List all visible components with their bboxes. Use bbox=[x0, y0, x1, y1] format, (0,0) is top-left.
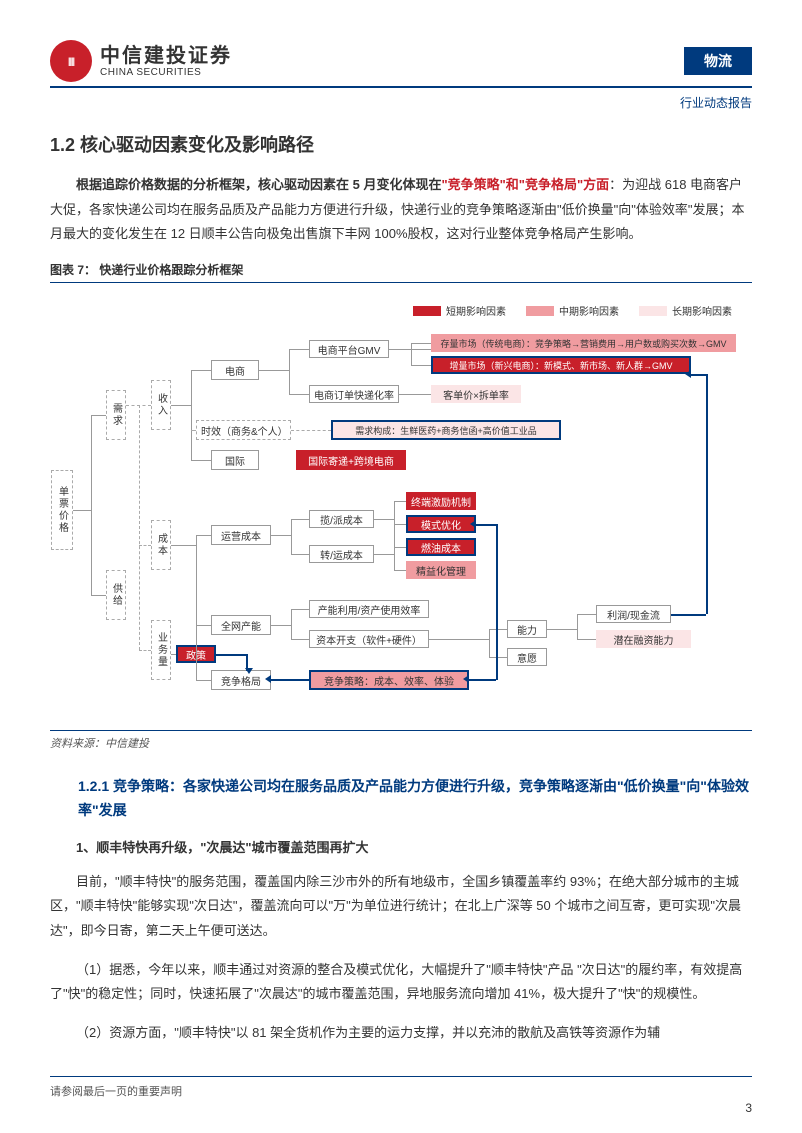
subhead-1: 1、顺丰特快再升级，"次晨达"城市覆盖范围再扩大 bbox=[50, 837, 752, 856]
tag-demand-comp: 需求构成：生鲜医药+商务信函+高价值工业品 bbox=[331, 420, 561, 440]
logo-en: CHINA SECURITIES bbox=[100, 67, 232, 78]
node-will: 意愿 bbox=[507, 648, 547, 666]
node-biz: 业务量 bbox=[151, 620, 171, 680]
node-opex: 运营成本 bbox=[211, 525, 271, 545]
node-deliv: 揽/派成本 bbox=[309, 510, 374, 528]
node-gmv: 电商平台GMV bbox=[309, 340, 389, 358]
tag-stock-market: 存量市场（传统电商）：竞争策略→营销费用→用户数或购买次数→GMV bbox=[431, 334, 736, 352]
legend: 短期影响因素 中期影响因素 长期影响因素 bbox=[50, 303, 752, 318]
node-ecom: 电商 bbox=[211, 360, 259, 380]
page-number: 3 bbox=[745, 1101, 752, 1115]
tag-strategy: 竞争策略：成本、效率、体验 bbox=[309, 670, 469, 690]
footer-disclaimer: 请参阅最后一页的重要声明 bbox=[50, 1083, 182, 1099]
node-compete: 竞争格局 bbox=[211, 670, 271, 690]
section-title: 1.2 核心驱动因素变化及影响路径 bbox=[50, 131, 752, 157]
node-time: 时效（商务&个人） bbox=[196, 420, 291, 440]
tag-intl-exp: 国际寄递+跨境电商 bbox=[296, 450, 406, 470]
paragraph-3: （1）据悉，今年以来，顺丰通过对资源的整合及模式优化，大幅提升了"顺丰特快"产品… bbox=[50, 958, 752, 1007]
chart-source: 资料来源：中信建投 bbox=[50, 730, 752, 751]
node-cost: 成本 bbox=[151, 520, 171, 570]
node-revenue: 收入 bbox=[151, 380, 171, 430]
node-intl: 国际 bbox=[211, 450, 259, 470]
tag-mode: 模式优化 bbox=[406, 515, 476, 533]
tag-lean: 精益化管理 bbox=[406, 561, 476, 579]
node-trans: 转/运成本 bbox=[309, 545, 374, 563]
framework-diagram: 短期影响因素 中期影响因素 长期影响因素 单票价格 需求 供给 收入 成本 业务… bbox=[50, 293, 752, 720]
logo-cn: 中信建投证券 bbox=[100, 45, 232, 67]
subsection-title: 1.2.1 竞争策略：各家快递公司均在服务品质及产品能力方便进行升级，竞争策略逐… bbox=[50, 775, 752, 823]
page-footer: 请参阅最后一页的重要声明 3 bbox=[50, 1076, 752, 1099]
intro-paragraph: 根据追踪价格数据的分析框架，核心驱动因素在 5 月变化体现在"竞争策略"和"竞争… bbox=[50, 173, 752, 247]
node-profit: 利润/现金流 bbox=[596, 605, 671, 623]
node-demand: 需求 bbox=[106, 390, 126, 440]
paragraph-2: 目前，"顺丰特快"的服务范围，覆盖国内除三沙市外的所有地级市，全国乡镇覆盖率约 … bbox=[50, 870, 752, 944]
node-ability: 能力 bbox=[507, 620, 547, 638]
sub-header: 行业动态报告 bbox=[50, 94, 752, 111]
node-rate: 电商订单快递化率 bbox=[309, 385, 399, 403]
logo-icon: |||| bbox=[50, 40, 92, 82]
tag-fuel: 燃油成本 bbox=[406, 538, 476, 556]
tag-incentive: 终端激励机制 bbox=[406, 492, 476, 510]
node-capacity: 全网产能 bbox=[211, 615, 271, 635]
node-supply: 供给 bbox=[106, 570, 126, 620]
chart-caption: 图表 7： 快递行业价格跟踪分析框架 bbox=[50, 261, 752, 283]
tag-avg: 客单价×拆单率 bbox=[431, 385, 521, 403]
page-header: |||| 中信建投证券 CHINA SECURITIES 物流 bbox=[50, 40, 752, 88]
node-unit-price: 单票价格 bbox=[51, 470, 73, 550]
tag-finance: 潜在融资能力 bbox=[596, 630, 691, 648]
paragraph-4: （2）资源方面，"顺丰特快"以 81 架全货机作为主要的运力支撑，并以充沛的散航… bbox=[50, 1021, 752, 1046]
logo-block: |||| 中信建投证券 CHINA SECURITIES bbox=[50, 40, 232, 82]
node-util: 产能利用/资产使用效率 bbox=[309, 600, 429, 618]
node-capex: 资本开支（软件+硬件） bbox=[309, 630, 429, 648]
tag-incr-market: 增量市场（新兴电商）：新模式、新市场、新人群→GMV bbox=[431, 356, 691, 374]
header-tag: 物流 bbox=[684, 47, 752, 75]
